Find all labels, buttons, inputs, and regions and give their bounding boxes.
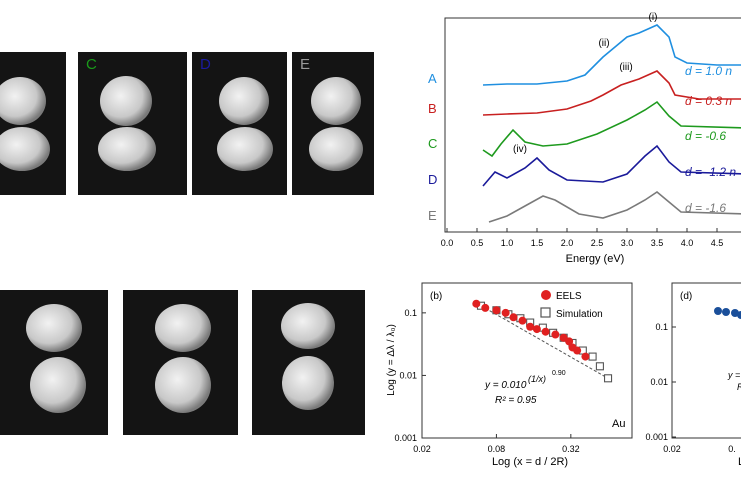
y-tick-label: 0.01 [650, 377, 668, 387]
spectrum-line-e [488, 191, 741, 223]
series-label: C [428, 136, 437, 151]
particle-image-bottom-3 [252, 290, 365, 435]
eels-point [573, 346, 582, 355]
d-value-label: d = -0.6 [685, 129, 726, 143]
plot-frame [671, 282, 741, 439]
x-axis-label: L [738, 456, 741, 468]
eels-point [501, 308, 510, 317]
d-value-label: d = 0.3 n [685, 94, 732, 108]
legend-eels-label: EELS [556, 291, 582, 302]
spectrum-line-b [482, 70, 741, 116]
x-axis-label: Log (x = d / 2R) [492, 456, 568, 468]
x-tick-label: 0.02 [663, 444, 681, 454]
particle-pair [0, 77, 50, 171]
x-tick-label: 3.5 [651, 238, 664, 248]
legend-simulation-marker [540, 307, 551, 318]
x-tick-label: 4.0 [681, 238, 694, 248]
panel-label: E [300, 56, 311, 73]
data-point [714, 307, 722, 315]
y-axis-label: Log (y = Δλ / λ₀) [386, 324, 397, 396]
fit-fraction: (1/x) [528, 374, 546, 384]
eels-point [481, 303, 490, 312]
spectrum-line-d [482, 144, 741, 187]
eels-point [541, 327, 550, 336]
simulation-point [603, 374, 613, 383]
spectrum-line-a [482, 24, 741, 86]
plot-frame [444, 17, 741, 233]
panel-label: (b) [430, 291, 442, 302]
x-tick-label: 3.0 [621, 238, 634, 248]
x-tick-label: 2.0 [561, 238, 574, 248]
x-tick-label: 2.5 [591, 238, 604, 248]
x-tick-label: 1.5 [531, 238, 544, 248]
series-label: D [428, 172, 437, 187]
eels-point [551, 330, 560, 339]
d-value-label: d = -1.6 [685, 201, 726, 215]
fit-equation-fragment: y = ( [727, 370, 741, 380]
eels-point [509, 313, 518, 322]
simulation-point [595, 362, 604, 371]
x-axis-label: Energy (eV) [566, 253, 625, 265]
eels-point [565, 337, 574, 346]
annotation-i: (i) [649, 12, 658, 23]
legend-eels-marker [541, 290, 551, 300]
y-tick-label: 0.1 [404, 308, 417, 318]
x-tick-label: 0. [728, 444, 736, 454]
spectrum-line-c [482, 100, 741, 158]
eels-point [472, 299, 481, 308]
material-label: Au [612, 418, 625, 430]
panel-label: C [86, 56, 97, 73]
loglog-chart-d: (d) 0.001 0.01 0.1 0.02 0. y = ( R L [645, 282, 741, 468]
fit-equation: y = 0.010 [484, 380, 527, 391]
panel-label: D [200, 56, 211, 73]
eels-spectra-chart: 0.00.51.01.52.02.53.03.54.04.55 Ad = 1.0… [428, 12, 741, 265]
fit-exponent: 0.90 [552, 370, 566, 377]
x-tick-label: 0.5 [471, 238, 484, 248]
simulation-point [588, 352, 597, 361]
particle-image-d: D [192, 52, 287, 195]
particle-image-bottom-2 [123, 290, 238, 435]
eels-point [518, 316, 527, 325]
eels-point [581, 352, 590, 361]
loglog-chart-b: (b) 0.02 0.08 0.32 0.001 0.01 0.1 EELS Simula… [386, 282, 633, 468]
annotation-iii: (iii) [619, 62, 632, 73]
series-label: A [428, 71, 437, 86]
particle-image-c: C [78, 52, 187, 195]
particle-image-a [0, 52, 66, 195]
particle-image-e: E [292, 52, 374, 195]
annotation-iv: (iv) [513, 144, 527, 155]
series-label: E [428, 208, 437, 223]
x-tick-label: 0.02 [413, 444, 431, 454]
legend-simulation-label: Simulation [556, 309, 603, 320]
r-fragment: R [737, 382, 741, 392]
series-label: B [428, 101, 437, 116]
panel-label: (d) [680, 291, 692, 302]
eels-point [532, 325, 541, 334]
fit-r2: R² = 0.95 [495, 395, 537, 406]
data-point [722, 308, 730, 316]
fit-line [480, 305, 609, 379]
annotation-ii: (ii) [598, 38, 609, 49]
y-tick-label: 0.01 [399, 370, 417, 380]
d-value-label: d = -1.2 n [685, 165, 736, 179]
x-tick-label: 0.32 [562, 444, 580, 454]
y-tick-label: 0.1 [655, 322, 668, 332]
x-tick-label: 0.08 [488, 444, 506, 454]
x-tick-label: 4.5 [711, 238, 724, 248]
x-tick-label: 1.0 [501, 238, 514, 248]
data-points [714, 307, 741, 319]
data-point [737, 311, 741, 319]
d-value-label: d = 1.0 n [685, 64, 732, 78]
eels-point [526, 322, 535, 331]
x-tick-label: 0.0 [441, 238, 454, 248]
eels-point [492, 306, 501, 315]
y-tick-label: 0.001 [645, 432, 668, 442]
plot-frame [421, 282, 633, 439]
y-tick-label: 0.001 [394, 433, 417, 443]
particle-image-bottom-1 [0, 290, 108, 435]
